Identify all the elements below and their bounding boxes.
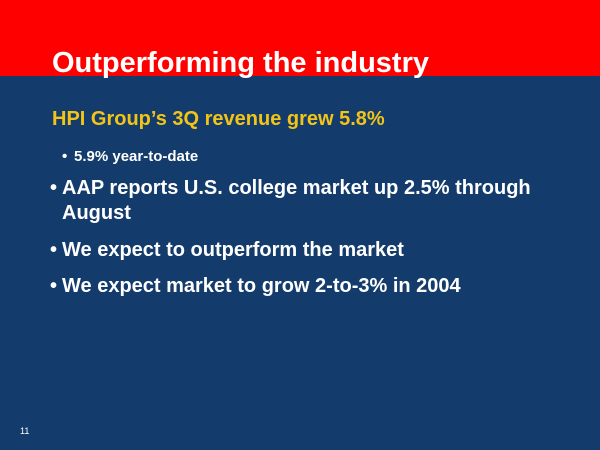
bullet: We expect to outperform the market [50, 238, 562, 263]
header-band [0, 0, 600, 76]
bullet: We expect market to grow 2-to-3% in 2004 [50, 274, 562, 299]
bullet: AAP reports U.S. college market up 2.5% … [50, 176, 562, 226]
sub-bullet: 5.9% year-to-date [62, 148, 198, 165]
subtitle: HPI Group’s 3Q revenue grew 5.8% [52, 108, 385, 130]
slide-title: Outperforming the industry [52, 47, 429, 79]
page-number: 11 [20, 426, 30, 436]
